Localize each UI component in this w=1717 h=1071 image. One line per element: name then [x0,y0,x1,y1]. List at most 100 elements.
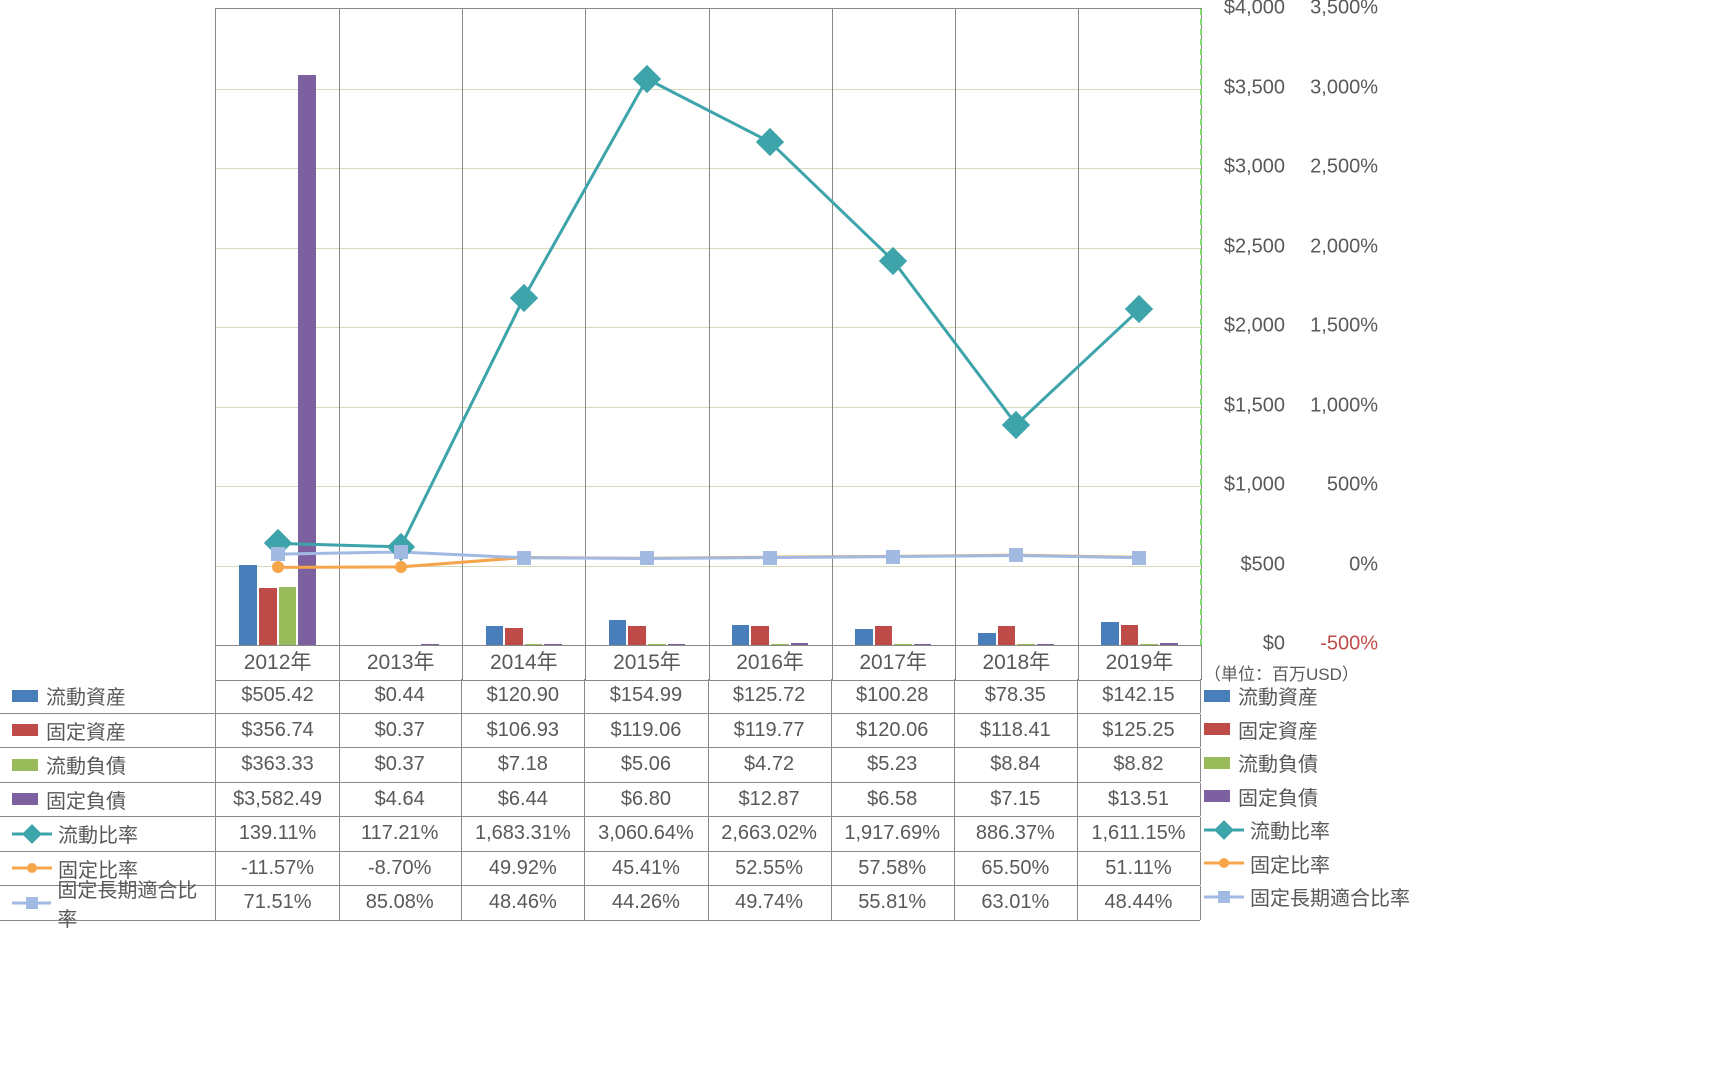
legend-item: 固定比率 [1204,847,1424,881]
series-label: 固定長期適合比率 [57,874,215,932]
table-cell: 57.58% [831,852,955,886]
table-cell: 139.11% [215,817,340,851]
table-cell: 1,611.15% [1077,817,1201,851]
marker [271,547,285,561]
table-cell: -11.57% [215,852,340,886]
y2-tick-label: 1,500% [1310,315,1378,338]
marker [640,551,654,565]
y1-tick-label: $0 [1263,633,1285,656]
table-row: 固定負債$3,582.49$4.64$6.44$6.80$12.87$6.58$… [0,783,1200,818]
x-tick-label: 2017年 [832,646,956,680]
table-row: 固定資産$356.74$0.37$106.93$119.06$119.77$12… [0,714,1200,749]
x-tick-label: 2018年 [955,646,1079,680]
table-cell: 48.44% [1077,886,1201,920]
legend-item: 固定長期適合比率 [1204,880,1424,914]
table-cell: $7.15 [954,783,1078,817]
table-cell: 45.41% [584,852,708,886]
table-cell: $100.28 [831,679,955,713]
table-cell: $3,582.49 [215,783,340,817]
legend-item: 流動比率 [1204,813,1424,847]
table-cell: $0.37 [338,748,462,782]
table-cell: $4.64 [338,783,462,817]
table-cell: $356.74 [215,714,340,748]
marker [763,551,777,565]
table-cell: 2,663.02% [708,817,832,851]
table-cell: $78.35 [954,679,1078,713]
table-cell: $119.06 [584,714,708,748]
table-cell: $4.72 [708,748,832,782]
table-cell: $7.18 [461,748,585,782]
table-cell: $5.23 [831,748,955,782]
x-tick-label: 2016年 [709,646,833,680]
table-cell: 55.81% [831,886,955,920]
table-cell: $363.33 [215,748,340,782]
chart-plot-area [215,8,1202,646]
table-cell: $154.99 [584,679,708,713]
marker [394,545,408,559]
table-cell: 85.08% [338,886,462,920]
y1-tick-label: $3,000 [1224,156,1285,179]
table-cell: $5.06 [584,748,708,782]
table-cell: 65.50% [954,852,1078,886]
x-tick-label: 2012年 [216,646,340,680]
y1-tick-label: $3,500 [1224,76,1285,99]
table-cell: $142.15 [1077,679,1201,713]
table-cell: 1,683.31% [461,817,585,851]
table-cell: 49.74% [708,886,832,920]
marker [886,550,900,564]
marker [1009,548,1023,562]
table-cell: $125.72 [708,679,832,713]
table-cell: $505.42 [215,679,340,713]
table-cell: $0.44 [338,679,462,713]
table-cell: $6.58 [831,783,955,817]
table-row: 流動資産 $505.42$0.44$120.90$154.99$125.72$10… [0,679,1200,714]
y1-tick-label: $2,500 [1224,235,1285,258]
table-cell: $13.51 [1077,783,1201,817]
table-cell: $118.41 [954,714,1078,748]
series-label: 固定資産 [46,716,126,745]
table-cell: $120.90 [461,679,585,713]
table-cell: 48.46% [461,886,585,920]
table-cell: $119.77 [708,714,832,748]
series-label: 流動資産 [46,681,126,710]
table-cell: 3,060.64% [584,817,708,851]
y2-tick-label: 3,000% [1310,76,1378,99]
data-table: 流動資産 $505.42$0.44$120.90$154.99$125.72$10… [0,679,1200,921]
series-label: 流動負債 [46,750,126,779]
table-cell: $125.25 [1077,714,1201,748]
y2-tick-label: -500% [1320,633,1378,656]
table-row: 流動比率139.11%117.21%1,683.31%3,060.64%2,66… [0,817,1200,852]
marker [272,561,284,573]
table-cell: $12.87 [708,783,832,817]
y1-tick-label: $4,000 [1224,0,1285,20]
legend-item: 固定負債 [1204,780,1424,814]
y2-tick-label: 2,500% [1310,156,1378,179]
table-cell: $120.06 [831,714,955,748]
x-tick-label: 2013年 [339,646,463,680]
y1-tick-label: $1,500 [1224,394,1285,417]
x-tick-label: 2015年 [585,646,709,680]
table-cell: $6.44 [461,783,585,817]
y1-tick-label: $500 [1241,553,1286,576]
x-tick-label: 2014年 [462,646,586,680]
table-cell: -8.70% [338,852,462,886]
table-row: 流動負債$363.33$0.37$7.18$5.06$4.72$5.23$8.8… [0,748,1200,783]
table-cell: 51.11% [1077,852,1201,886]
y1-tick-label: $2,000 [1224,315,1285,338]
table-cell: $6.80 [584,783,708,817]
legend-label: 固定負債 [1238,782,1318,811]
x-axis: 2012年2013年2014年2015年2016年2017年2018年2019年 [215,645,1201,681]
y2-tick-label: 2,000% [1310,235,1378,258]
legend-label: 固定比率 [1250,849,1330,878]
legend-item: 固定資産 [1204,713,1424,747]
table-cell: 1,917.69% [831,817,955,851]
y-axis-primary: $0$500$1,000$1,500$2,000$2,500$3,000$3,5… [1205,8,1285,644]
y2-tick-label: 3,500% [1310,0,1378,20]
legend-item: 流動負債 [1204,746,1424,780]
marker [517,551,531,565]
legend-label: 流動比率 [1250,815,1330,844]
x-tick-label: 2019年 [1078,646,1202,680]
table-cell: 63.01% [954,886,1078,920]
table-cell: 886.37% [954,817,1078,851]
y1-tick-label: $1,000 [1224,474,1285,497]
